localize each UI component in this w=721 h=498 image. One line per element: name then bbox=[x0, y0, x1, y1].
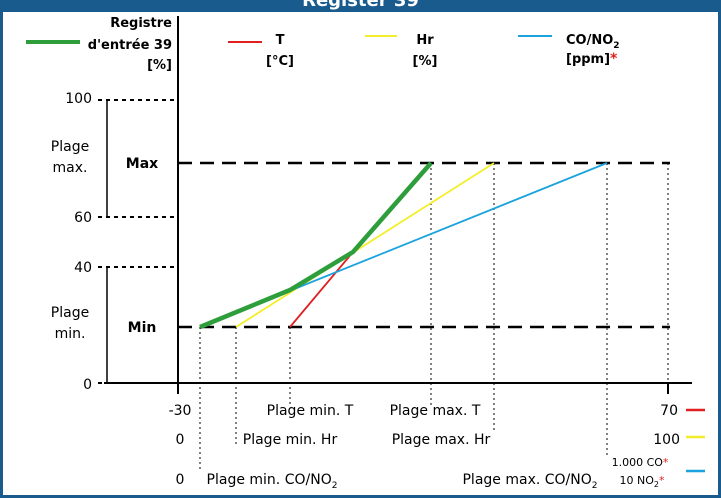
legend-co-line1: CO/NO2 bbox=[566, 33, 620, 51]
y-tick-0: 0 bbox=[83, 377, 92, 393]
y-labels: 100 60 40 0 Plage max. Plage min. Max Mi… bbox=[51, 91, 178, 393]
legend-register-line3: [%] bbox=[147, 58, 172, 73]
max-level-label: Max bbox=[126, 156, 158, 172]
x-row2-left: 0 bbox=[176, 432, 185, 448]
series-register-line bbox=[199, 161, 433, 330]
legend-hr-line2: [%] bbox=[413, 54, 438, 69]
x-row1-left: -30 bbox=[169, 403, 192, 419]
x-row1-min: Plage min. T bbox=[267, 403, 354, 419]
axes bbox=[104, 16, 692, 394]
y-tick-60: 60 bbox=[74, 210, 92, 226]
y-tick-100: 100 bbox=[65, 91, 92, 107]
x-row2-right: 100 bbox=[653, 432, 680, 448]
guide-lines bbox=[199, 163, 669, 470]
band-min-label-2: min. bbox=[55, 326, 86, 342]
x-labels: -30 Plage min. T Plage max. T 70 0 Plage… bbox=[169, 403, 705, 491]
legend: Registre d'entrée 39 [%] T [°C] Hr [%] C… bbox=[26, 16, 620, 73]
legend-temp-line2: [°C] bbox=[266, 54, 294, 69]
x-row3-right-no: 10 NO2* bbox=[620, 474, 665, 489]
legend-co-line2: [ppm]* bbox=[566, 51, 618, 67]
header-bar: Register 39 bbox=[0, 0, 721, 12]
band-min-label-1: Plage bbox=[51, 305, 89, 321]
x-row2-min: Plage min. Hr bbox=[243, 432, 338, 448]
series-hr-line bbox=[235, 162, 495, 328]
x-row3-right-co: 1.000 CO* bbox=[612, 456, 669, 469]
x-row1-max: Plage max. T bbox=[390, 403, 481, 419]
x-row3-max: Plage max. CO/NO2 bbox=[462, 472, 597, 491]
band-max-label-2: max. bbox=[53, 160, 88, 176]
y-tick-40: 40 bbox=[74, 260, 92, 276]
x-row1-right: 70 bbox=[660, 403, 678, 419]
header-title: Register 39 bbox=[302, 0, 419, 11]
legend-hr-line1: Hr bbox=[416, 33, 434, 48]
x-row2-max: Plage max. Hr bbox=[392, 432, 491, 448]
legend-register-line1: Registre bbox=[110, 16, 172, 31]
band-max-label-1: Plage bbox=[51, 139, 89, 155]
x-row3-min: Plage min. CO/NO2 bbox=[207, 472, 338, 491]
series bbox=[199, 161, 608, 330]
legend-register-line2: d'entrée 39 bbox=[88, 38, 172, 53]
legend-temp-line1: T bbox=[276, 33, 285, 48]
x-row3-left: 0 bbox=[176, 472, 185, 488]
min-level-label: Min bbox=[128, 320, 157, 336]
